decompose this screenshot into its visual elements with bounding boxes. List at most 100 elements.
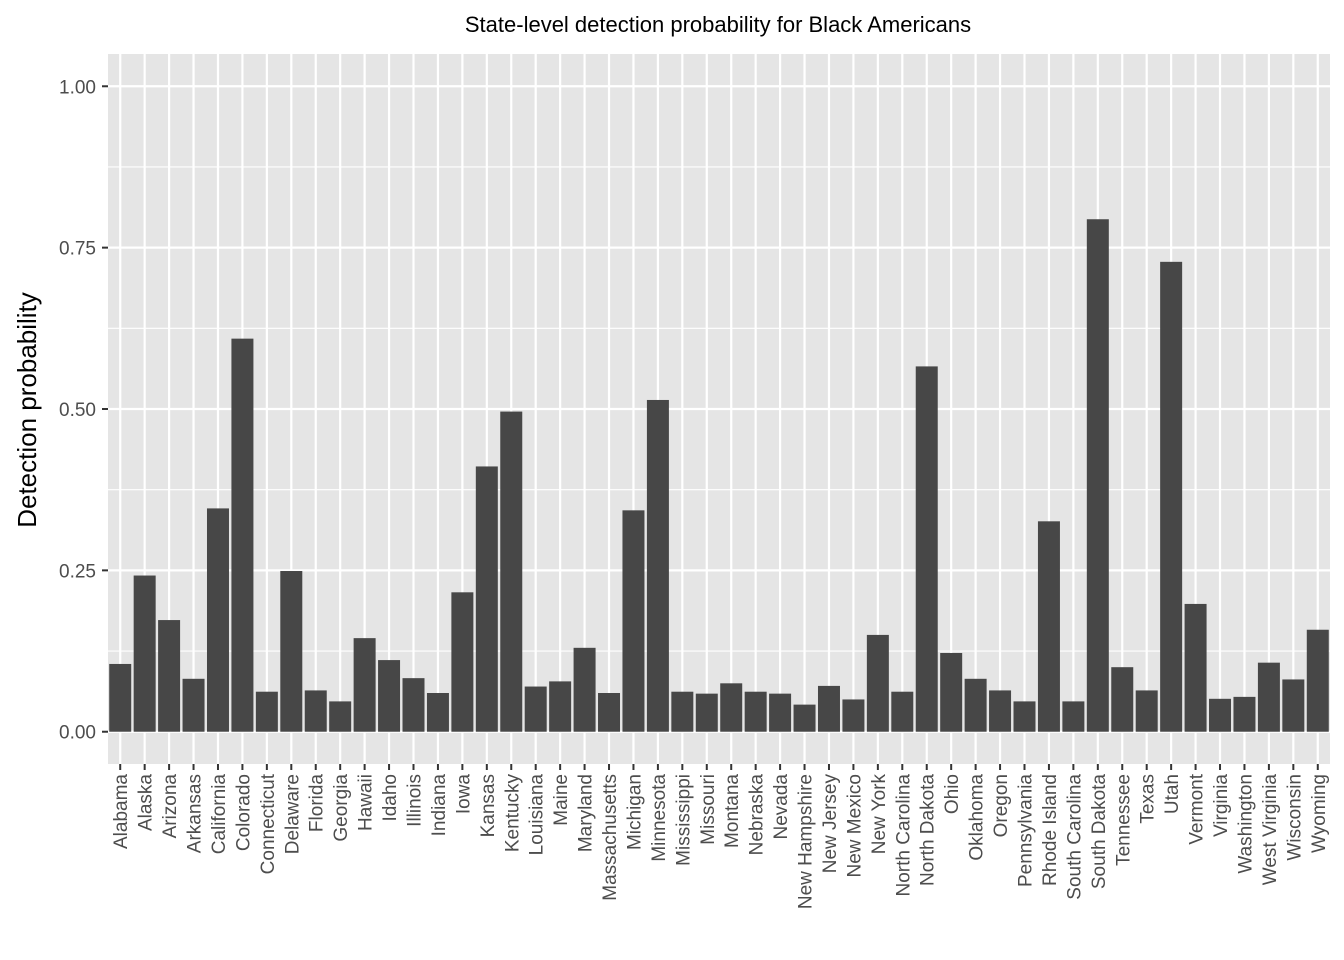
x-tick-label: Maine [551, 774, 572, 826]
bar-alabama [109, 663, 132, 732]
x-tick-label: Maryland [576, 774, 597, 852]
x-tick-label: California [209, 774, 230, 855]
x-tick-label: Vermont [1187, 773, 1208, 844]
x-tick-label: Kansas [478, 774, 499, 837]
bar-michigan [622, 510, 645, 732]
x-tick-label: Nevada [771, 774, 792, 840]
x-tick-label: Hawaii [356, 774, 377, 831]
bar-washington [1233, 696, 1256, 732]
y-tick-label: 0.00 [59, 723, 96, 744]
x-tick-label: New Hampshire [796, 774, 817, 909]
bar-north-carolina [891, 691, 914, 732]
x-tick-label: Louisiana [527, 774, 548, 856]
x-tick-label: Alabama [111, 774, 132, 849]
x-tick-label: Connecticut [258, 773, 279, 874]
bar-california [206, 508, 229, 732]
bar-kansas [475, 466, 498, 732]
y-tick-label: 0.50 [59, 400, 96, 421]
bar-new-jersey [817, 685, 840, 732]
bar-utah [1160, 261, 1183, 732]
x-tick-label: Washington [1235, 774, 1256, 874]
x-tick-label: Ohio [942, 774, 963, 814]
x-tick-label: New Mexico [844, 774, 865, 877]
bar-colorado [231, 338, 254, 732]
bar-south-dakota [1086, 219, 1109, 732]
bar-virginia [1209, 698, 1232, 732]
bar-pennsylvania [1013, 701, 1036, 732]
x-tick-label: West Virginia [1260, 774, 1281, 886]
bar-nevada [769, 693, 792, 732]
bar-hawaii [353, 638, 376, 732]
bar-massachusetts [598, 693, 621, 732]
bar-louisiana [524, 686, 547, 732]
bar-indiana [426, 693, 449, 732]
x-tick-label: Virginia [1211, 774, 1232, 837]
x-tick-label: New York [869, 774, 890, 855]
x-tick-label: Indiana [429, 774, 450, 837]
x-tick-label: Arkansas [185, 774, 206, 853]
bar-wyoming [1306, 629, 1329, 732]
bar-new-mexico [842, 699, 865, 732]
bar-missouri [695, 693, 718, 732]
bar-new-hampshire [793, 704, 816, 732]
x-tick-label: North Dakota [918, 774, 939, 886]
y-axis-title: Detection probability [12, 292, 42, 528]
x-tick-label: Michigan [624, 774, 645, 850]
x-tick-label: Idaho [380, 774, 401, 822]
bar-georgia [329, 701, 352, 732]
x-tick-label: Oregon [991, 774, 1012, 837]
chart-title: State-level detection probability for Bl… [465, 12, 971, 37]
x-tick-label: South Carolina [1064, 774, 1085, 900]
x-tick-label: Utah [1162, 774, 1183, 814]
x-tick-label: North Carolina [893, 774, 914, 897]
bar-florida [304, 690, 327, 732]
bar-kentucky [500, 411, 523, 732]
bar-alaska [133, 575, 156, 732]
x-tick-label: Georgia [331, 774, 352, 842]
x-tick-label: Iowa [453, 774, 474, 815]
bar-delaware [280, 571, 303, 732]
x-tick-label: Oklahoma [967, 774, 988, 861]
x-tick-label: Texas [1138, 774, 1159, 824]
bar-oklahoma [964, 678, 987, 732]
bar-tennessee [1111, 667, 1134, 732]
bars [109, 219, 1329, 732]
y-tick-label: 0.25 [59, 561, 96, 582]
bar-iowa [451, 592, 474, 732]
x-tick-label: Wyoming [1309, 774, 1330, 853]
bar-rhode-island [1037, 521, 1060, 732]
bar-arkansas [182, 678, 205, 732]
x-tick-label: Mississippi [673, 774, 694, 866]
x-tick-label: Tennessee [1113, 774, 1134, 866]
bar-oregon [989, 690, 1012, 732]
bar-ohio [940, 652, 963, 732]
bar-vermont [1184, 603, 1207, 732]
bar-illinois [402, 678, 425, 732]
bar-west-virginia [1257, 662, 1280, 732]
axes: 0.00 0.25 0.50 0.75 1.00 Alabama Alaska Arizona… [59, 77, 1330, 909]
bar-new-york [866, 634, 889, 732]
bar-maine [549, 681, 572, 732]
bar-nebraska [744, 691, 767, 732]
x-tick-label: Kentucky [502, 774, 523, 853]
x-tick-label: Pennsylvania [1016, 774, 1037, 887]
x-tick-label: Nebraska [747, 774, 768, 856]
x-tick-label: South Dakota [1089, 774, 1110, 890]
x-tick-label: Rhode Island [1040, 774, 1061, 886]
bar-maryland [573, 647, 596, 732]
bar-minnesota [646, 399, 669, 732]
bar-wisconsin [1282, 679, 1305, 732]
x-tick-label: Missouri [698, 774, 719, 845]
bar-south-carolina [1062, 701, 1085, 732]
x-tick-label: Colorado [233, 774, 254, 851]
x-tick-label: Illinois [405, 774, 426, 827]
y-tick-label: 0.75 [59, 239, 96, 260]
bar-connecticut [255, 691, 278, 732]
x-tick-label: Minnesota [649, 774, 670, 862]
x-tick-label: Massachusetts [600, 774, 621, 901]
bar-idaho [378, 660, 401, 732]
bar-north-dakota [915, 366, 938, 732]
bar-montana [720, 683, 743, 732]
